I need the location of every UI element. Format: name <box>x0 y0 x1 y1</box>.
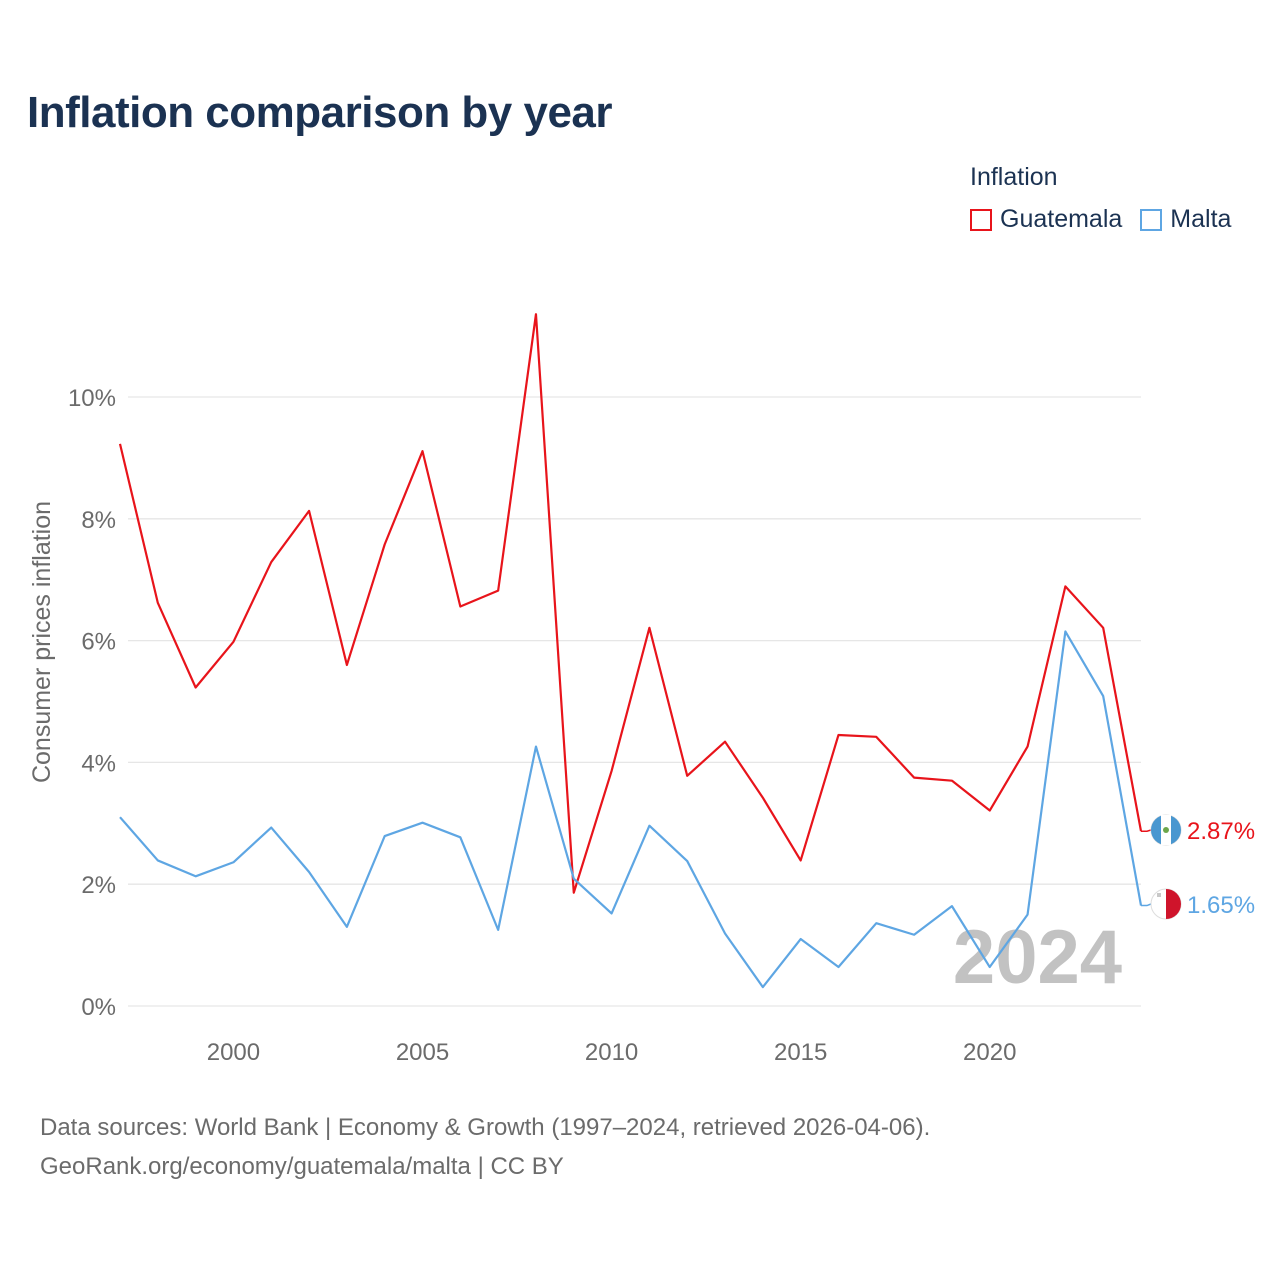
legend-label-guatemala: Guatemala <box>1000 205 1123 233</box>
series-line-malta <box>119 630 1143 989</box>
legend: Guatemala Malta <box>970 205 1249 234</box>
series-lines <box>118 313 1143 989</box>
legend-swatch-guatemala <box>970 208 992 231</box>
end-value-label-guatemala: 2.87% <box>1187 818 1255 845</box>
year-watermark: 2024 <box>953 915 1122 1000</box>
series-end-markers: 2.87% 1.65% <box>1141 814 1255 920</box>
y-tick-label: 6% <box>81 629 116 656</box>
x-tick-label: 2000 <box>207 1039 260 1066</box>
end-connector-malta <box>1141 903 1152 907</box>
footer: Data sources: World Bank | Economy & Gro… <box>40 1108 930 1186</box>
x-axis-ticks: 2000 2005 2010 2015 2020 <box>207 1039 1017 1066</box>
y-axis-ticks: 0% 2% 4% 6% 8% 10% <box>68 385 116 1021</box>
line-chart: 0% 2% 4% 6% 8% 10% 2000 2005 2010 2015 2020 Consu… <box>28 313 1255 1066</box>
footer-link[interactable]: GeoRank.org/economy/guatemala/malta | CC… <box>40 1153 564 1180</box>
series-line-guatemala <box>118 313 1143 894</box>
y-tick-label: 2% <box>81 872 116 899</box>
legend-item-malta[interactable]: Malta <box>1140 205 1231 234</box>
y-tick-label: 4% <box>81 750 116 777</box>
chart-title: Inflation comparison by year <box>27 88 613 137</box>
footer-source: Data sources: World Bank | Economy & Gro… <box>40 1114 931 1141</box>
y-axis-label: Consumer prices inflation <box>28 501 56 783</box>
x-tick-label: 2020 <box>963 1039 1016 1066</box>
y-tick-label: 10% <box>68 385 116 412</box>
legend-label-malta: Malta <box>1170 205 1232 233</box>
x-tick-label: 2010 <box>585 1039 638 1066</box>
end-connector-guatemala <box>1141 829 1152 832</box>
grid-lines <box>128 396 1141 1007</box>
y-tick-label: 8% <box>81 507 116 534</box>
legend-swatch-malta <box>1140 208 1163 231</box>
legend-title: Inflation <box>970 163 1058 191</box>
x-tick-label: 2005 <box>396 1039 449 1066</box>
y-tick-label: 0% <box>81 994 116 1021</box>
legend-item-guatemala[interactable]: Guatemala <box>970 205 1122 234</box>
flag-guatemala-icon <box>1150 814 1182 846</box>
x-tick-label: 2015 <box>774 1039 827 1066</box>
end-value-label-malta: 1.65% <box>1187 892 1255 919</box>
flag-malta-icon <box>1150 888 1182 920</box>
